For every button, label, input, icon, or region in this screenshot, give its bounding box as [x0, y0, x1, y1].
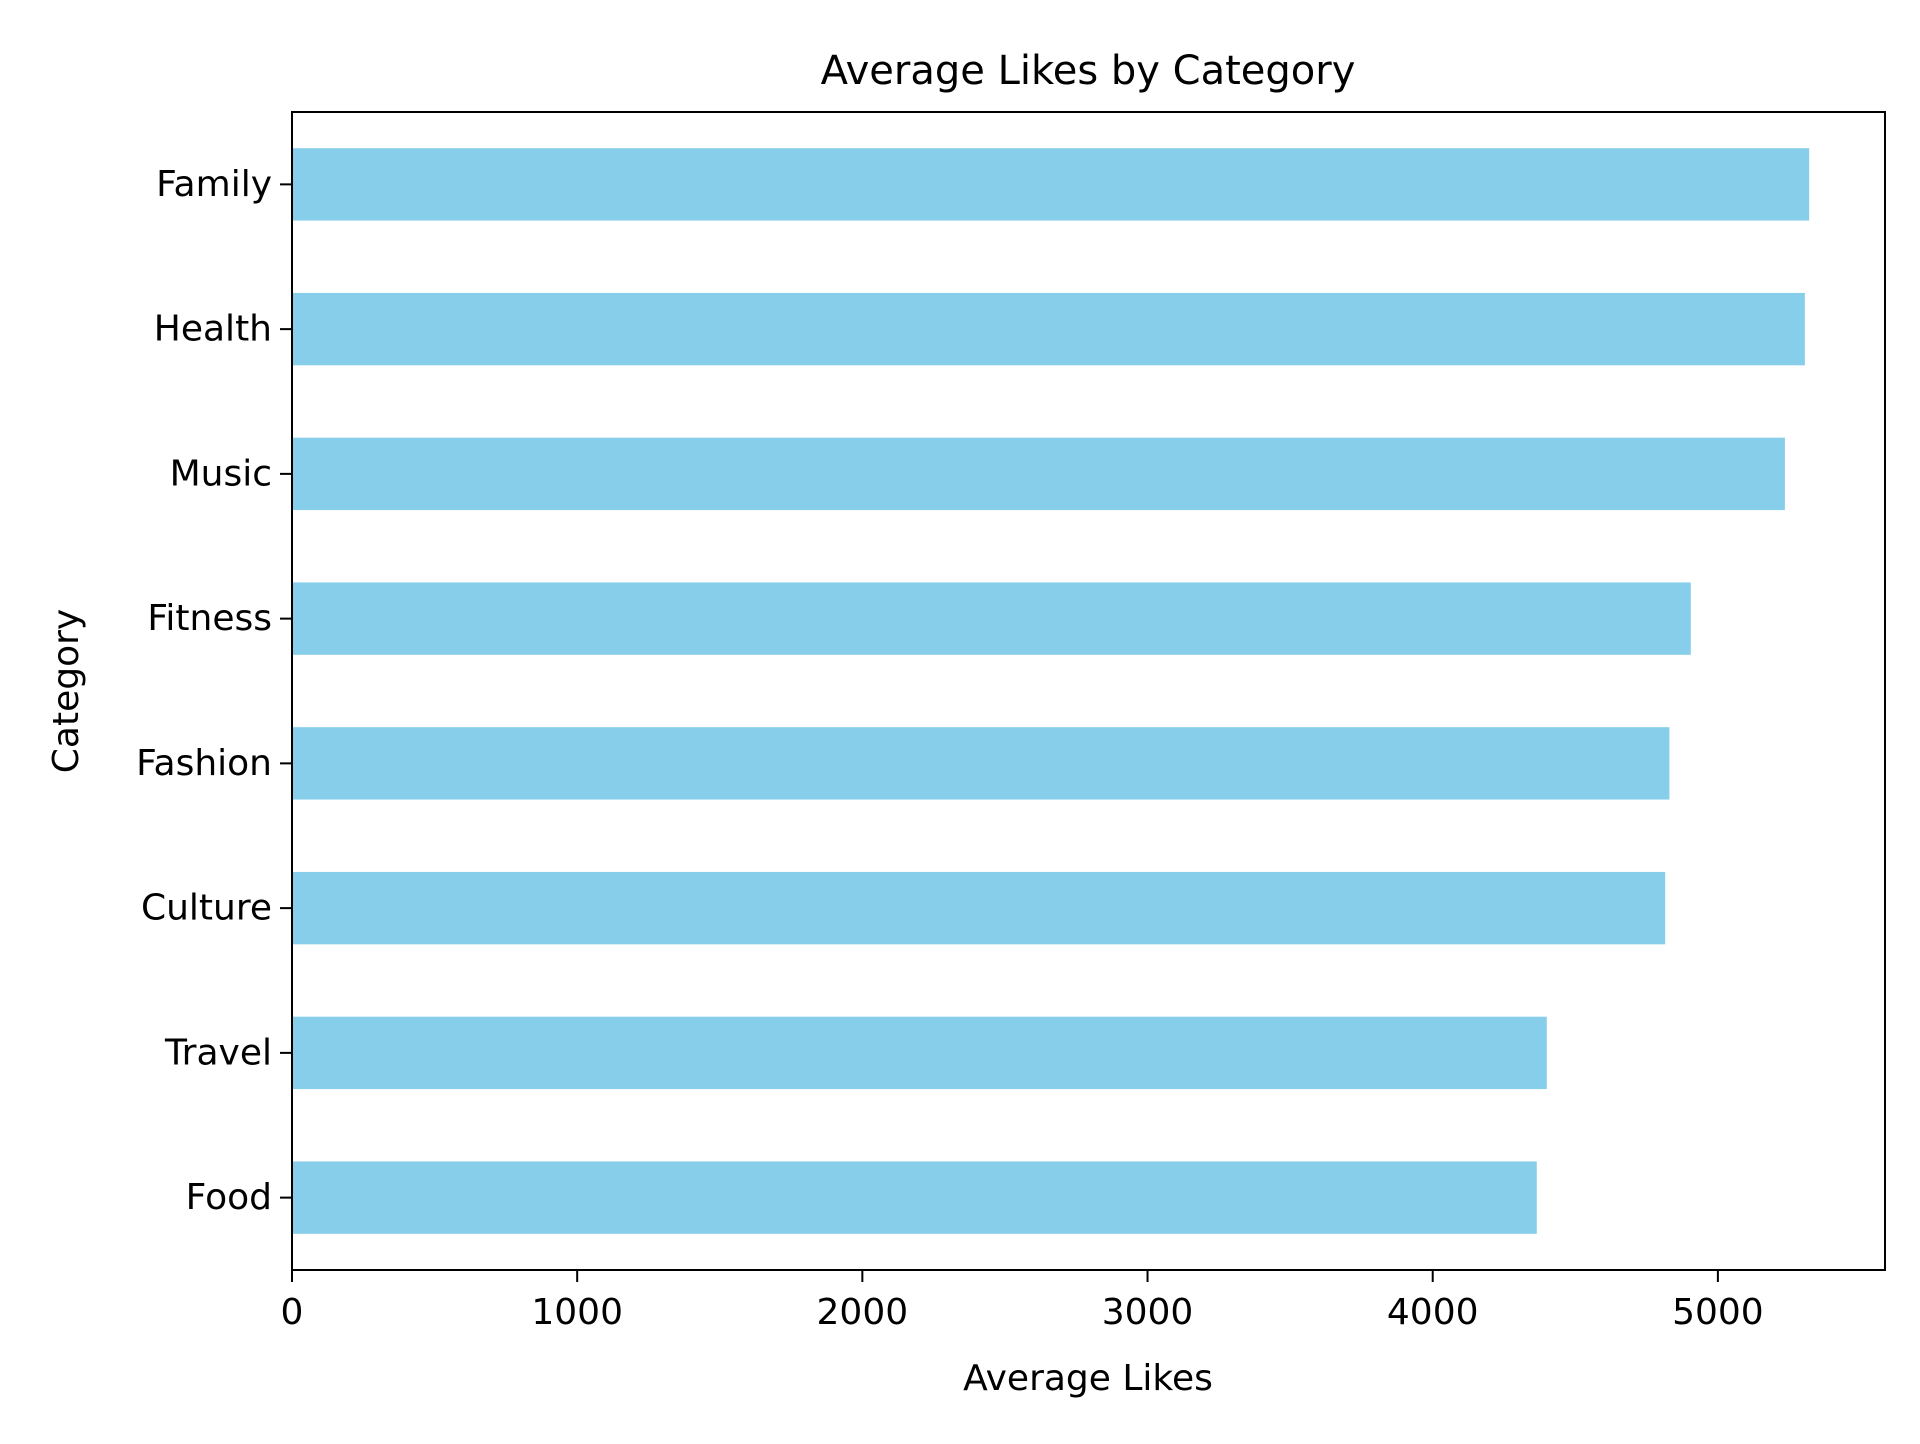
bar-food [292, 1161, 1537, 1234]
x-tick-label-1000: 1000 [531, 1292, 623, 1333]
x-tick-label-5000: 5000 [1672, 1292, 1764, 1333]
bars-group [292, 148, 1810, 1234]
y-tick-label-music: Music [170, 453, 272, 494]
ticks-group: Family Health Music Fitness Fashion Culture Tr… [136, 164, 1764, 1333]
bar-family [292, 148, 1810, 221]
x-tick-label-0: 0 [281, 1292, 304, 1333]
x-axis-label: Average Likes [963, 1358, 1213, 1399]
y-tick-label-fitness: Fitness [147, 598, 272, 639]
x-tick-label-3000: 3000 [1102, 1292, 1194, 1333]
y-tick-label-family: Family [156, 164, 272, 205]
x-tick-label-2000: 2000 [817, 1292, 909, 1333]
bar-fashion [292, 727, 1670, 800]
bar-music [292, 437, 1785, 511]
y-tick-label-health: Health [154, 309, 272, 350]
bar-fitness [292, 582, 1691, 655]
bar-health [292, 292, 1805, 366]
y-tick-label-fashion: Fashion [136, 743, 272, 784]
chart-title: Average Likes by Category [821, 48, 1356, 94]
bar-travel [292, 1016, 1547, 1090]
y-tick-label-travel: Travel [164, 1032, 272, 1073]
y-axis-label: Category [46, 609, 87, 773]
bar-culture [292, 871, 1666, 945]
y-tick-label-culture: Culture [141, 888, 272, 929]
plot-frame [291, 111, 1886, 1271]
y-tick-label-food: Food [186, 1177, 272, 1218]
x-tick-label-4000: 4000 [1387, 1292, 1479, 1333]
